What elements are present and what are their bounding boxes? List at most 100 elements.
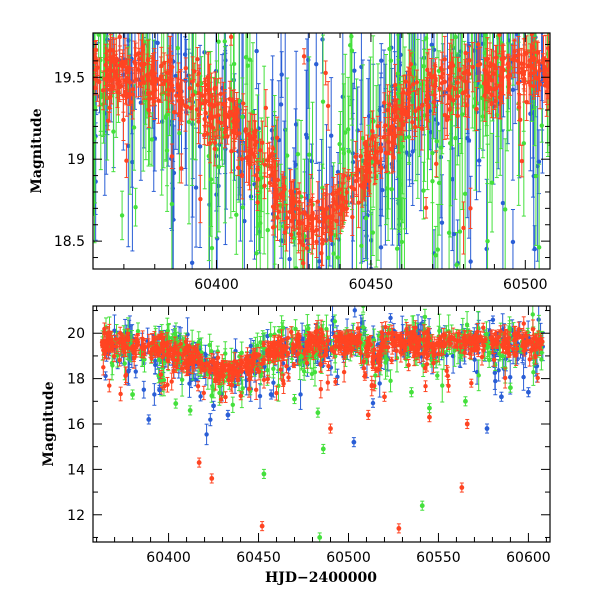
bottom-series-2-point <box>125 332 131 342</box>
top-series-1-point <box>539 108 544 143</box>
top-series-2-point <box>145 57 151 99</box>
top-series-1-point <box>186 33 192 225</box>
bottom-series-1-point <box>486 352 492 368</box>
bottom-series-2-point <box>456 329 462 338</box>
bottom-series-2-point <box>243 354 248 365</box>
bottom-series-2-point <box>162 381 167 391</box>
bottom-x-axis-title: HJD−2400000 <box>265 570 377 586</box>
top-series-0-point <box>312 268 317 269</box>
bottom-series-0-point <box>257 383 263 409</box>
top-series-2-point <box>521 49 527 96</box>
top-series-2-point <box>236 159 241 177</box>
top-series-2-point <box>410 76 416 93</box>
bottom-series-2-point <box>261 340 266 348</box>
top-series-2-point <box>363 145 368 197</box>
bottom-y-tick-label: 20 <box>67 326 85 342</box>
top-series-2-point <box>252 120 257 146</box>
top-series-2-point <box>253 161 259 190</box>
bottom-series-1-point <box>476 359 481 392</box>
bottom-series-1-point <box>312 357 318 387</box>
top-series-2-point <box>465 52 470 91</box>
top-series-2-point <box>266 147 272 169</box>
top-series-1-point <box>284 77 290 234</box>
top-series-2-point <box>117 74 122 101</box>
bottom-x-tick-label: 60400 <box>146 550 191 566</box>
top-series-2-point <box>301 250 306 269</box>
bottom-series-2-point <box>423 380 428 393</box>
top-series-2-point <box>483 73 489 102</box>
top-series-2-point <box>356 177 361 229</box>
top-series-2-point <box>243 109 248 153</box>
top-series-2-point <box>179 153 184 184</box>
bottom-series-2-point <box>101 359 106 376</box>
bottom-series-2-point <box>158 370 164 380</box>
bottom-series-2-point <box>102 340 107 350</box>
bottom-series-2-point <box>533 333 538 341</box>
bottom-series-2-point <box>535 373 540 383</box>
bottom-series-2-point <box>483 336 488 344</box>
bottom-series-2-point <box>285 350 291 357</box>
top-series-2-point <box>153 72 158 92</box>
bottom-series-2-point <box>450 327 456 349</box>
bottom-series-2-point <box>480 335 485 345</box>
bottom-series-2-point <box>313 332 318 343</box>
bottom-series-2-point <box>304 357 310 369</box>
bottom-series-1-point <box>440 368 445 403</box>
top-series-2-point <box>497 33 502 55</box>
top-series-2-point <box>206 51 211 104</box>
top-series-2-point <box>393 63 398 106</box>
top-series-2-point <box>228 33 234 46</box>
bottom-series-2-point <box>363 339 369 357</box>
bottom-series-2-point <box>421 331 426 348</box>
top-series-2-point <box>210 115 216 141</box>
bottom-series-2-point <box>369 379 375 391</box>
bottom-x-tick-label: 60550 <box>416 550 461 566</box>
bottom-series-2-point <box>319 332 324 353</box>
bottom-outlier-point <box>315 407 321 418</box>
bottom-series-2-point <box>352 330 357 346</box>
bottom-series-2-point <box>249 362 254 381</box>
top-series-1-point <box>359 149 364 269</box>
top-series-2-point <box>334 174 340 211</box>
bottom-outlier-point <box>526 387 531 398</box>
top-series-2-point <box>491 57 496 73</box>
top-series-2-point <box>301 48 307 65</box>
bottom-series-2-point <box>326 361 331 372</box>
bottom-series-2-point <box>213 370 218 391</box>
top-series-2-point <box>108 34 113 86</box>
bottom-series-2-point <box>212 358 217 370</box>
top-series-0-point <box>522 33 527 46</box>
top-series-2-point <box>128 89 133 116</box>
bottom-series-2-point <box>202 361 208 378</box>
bottom-series-0-point <box>352 306 358 318</box>
bottom-series-0-point <box>370 398 376 408</box>
bottom-series-0-point <box>521 363 526 391</box>
top-series-0-point <box>500 129 506 269</box>
top-series-2-point <box>457 62 462 78</box>
top-series-2-point <box>416 88 421 128</box>
bottom-series-2-point <box>129 345 135 352</box>
bottom-outlier-point <box>409 387 414 398</box>
top-series-2-point <box>279 173 285 222</box>
bottom-series-2-point <box>164 332 170 354</box>
top-series-1-point <box>119 190 125 241</box>
top-series-2-point <box>437 75 442 103</box>
top-series-2-point <box>232 112 237 153</box>
top-series-2-point <box>240 93 246 114</box>
bottom-series-2-point <box>464 333 470 349</box>
top-series-2-point <box>379 157 384 179</box>
top-series-2-point <box>275 160 281 200</box>
top-y-tick-label: 19 <box>67 152 85 168</box>
bottom-series-2-point <box>176 347 181 361</box>
bottom-panel: 60400 60450 60500 60550 60600 12 14 16 18 20 Magn… <box>41 305 551 586</box>
bottom-series-2-point <box>521 336 526 352</box>
top-series-2-point <box>169 143 175 170</box>
top-series-2-point <box>461 201 466 255</box>
top-series-1-point <box>216 33 221 84</box>
top-series-2-point <box>353 166 359 196</box>
top-series-2-point <box>165 54 170 92</box>
top-series-2-point <box>403 74 408 89</box>
bottom-series-2-point <box>473 342 478 352</box>
top-series-2-point <box>139 39 144 88</box>
top-series-1-point <box>462 98 468 269</box>
